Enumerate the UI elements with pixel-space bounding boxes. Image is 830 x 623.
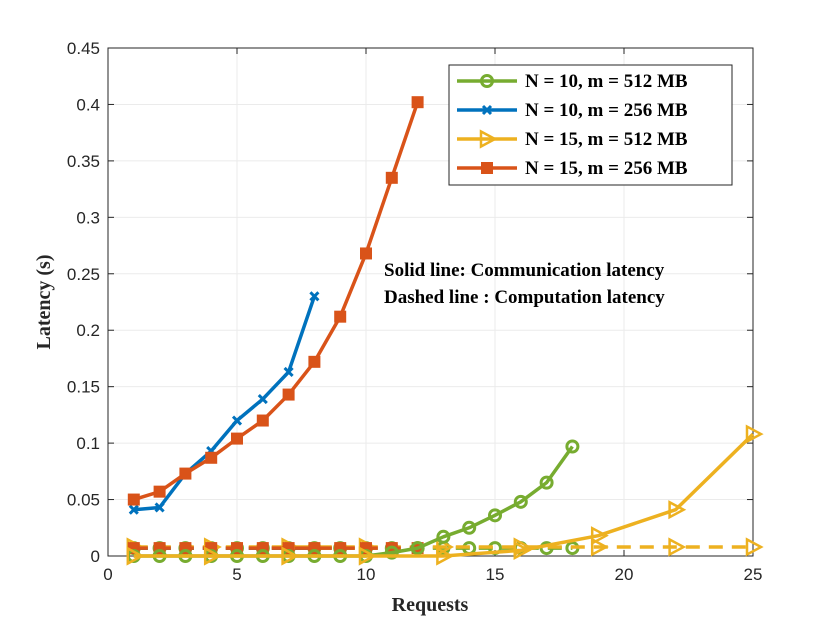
data-point-n15-256-communication bbox=[385, 171, 398, 184]
y-tick-label: 0.4 bbox=[76, 95, 100, 114]
data-point-n15-512-communication bbox=[590, 526, 609, 546]
data-point-n15-256-communication bbox=[256, 414, 269, 427]
data-point-n10-256-communication bbox=[283, 366, 294, 378]
data-point-n15-256-communication bbox=[205, 451, 218, 464]
data-point-n15-256-communication bbox=[360, 247, 372, 260]
legend-label-n15-512: N = 15, m = 512 MB bbox=[525, 129, 688, 150]
y-tick-label: 0.35 bbox=[67, 152, 100, 171]
data-point-n10-512-communication bbox=[488, 508, 502, 523]
data-point-n15-256-communication bbox=[334, 310, 347, 323]
data-point-n15-512-computation bbox=[745, 537, 764, 557]
data-point-n15-256-communication bbox=[282, 388, 295, 401]
legend-label-n10-512: N = 10, m = 512 MB bbox=[525, 71, 688, 92]
data-point-n10-256-communication bbox=[154, 502, 165, 513]
legend-entries bbox=[457, 74, 517, 174]
y-tick-label: 0.45 bbox=[67, 39, 100, 58]
legend-marker-n10-256 bbox=[481, 104, 493, 116]
data-point-n10-256-communication bbox=[231, 415, 243, 426]
data-point-n15-256-computation bbox=[308, 542, 321, 555]
data-point-n15-256-computation bbox=[334, 542, 347, 555]
legend-marker-n15-512 bbox=[479, 129, 498, 149]
data-point-n10-512-communication bbox=[513, 494, 528, 509]
data-point-n15-512-communication bbox=[281, 546, 300, 566]
series-n15-512-communication bbox=[126, 424, 764, 566]
x-tick-label: 25 bbox=[744, 565, 763, 584]
legend-marker-n15-256 bbox=[481, 162, 493, 174]
x-tick-label: 20 bbox=[615, 565, 634, 584]
data-point-n15-512-communication bbox=[203, 546, 222, 566]
data-point-n15-512-communication bbox=[745, 424, 764, 444]
legend-label-n15-256: N = 15, m = 256 MB bbox=[525, 158, 688, 179]
series-n15-256-communication bbox=[127, 96, 424, 506]
y-axis-title: Latency (s) bbox=[33, 255, 55, 350]
data-point-n15-256-communication bbox=[308, 355, 321, 368]
y-tick-label: 0.1 bbox=[76, 434, 100, 453]
y-tick-label: 0 bbox=[91, 547, 100, 566]
data-point-n15-256-computation bbox=[256, 542, 269, 555]
data-point-n15-256-computation bbox=[231, 542, 243, 555]
y-tick-label: 0.25 bbox=[67, 265, 100, 284]
x-tick-label: 0 bbox=[103, 565, 112, 584]
grid bbox=[107, 47, 754, 557]
data-point-n10-512-communication bbox=[410, 541, 425, 556]
data-point-n10-512-communication bbox=[384, 545, 399, 560]
data-point-n15-512-communication bbox=[513, 540, 532, 560]
data-point-n15-256-communication bbox=[231, 432, 243, 445]
y-tick-label: 0.2 bbox=[76, 321, 100, 340]
x-tick-label: 15 bbox=[486, 565, 505, 584]
legend: N = 10, m = 512 MB N = 10, m = 256 MB N … bbox=[448, 64, 733, 186]
series-line-n10-256-communication bbox=[133, 295, 317, 512]
series-layer bbox=[126, 96, 764, 566]
data-point-n10-512-communication bbox=[565, 439, 580, 454]
data-point-n15-256-communication bbox=[127, 493, 140, 506]
data-point-n15-512-communication bbox=[668, 500, 687, 520]
data-point-n10-512-communication bbox=[436, 529, 451, 544]
data-point-n15-512-communication bbox=[126, 546, 145, 566]
data-point-n15-256-computation bbox=[179, 542, 192, 555]
data-point-n10-512-communication bbox=[462, 520, 477, 535]
data-point-n15-256-communication bbox=[411, 96, 424, 109]
legend-box bbox=[448, 64, 733, 186]
annotation-solid-line: Solid line: Communication latency bbox=[384, 260, 665, 281]
data-point-n15-512-computation bbox=[668, 537, 687, 557]
x-axis-title: Requests bbox=[392, 594, 469, 616]
data-point-n10-256-communication bbox=[309, 291, 320, 302]
series-line-n15-512-communication bbox=[133, 432, 755, 558]
data-point-n15-256-communication bbox=[153, 485, 166, 498]
y-tick-label: 0.05 bbox=[67, 491, 100, 510]
x-tick-label: 10 bbox=[357, 565, 376, 584]
data-point-n15-512-communication bbox=[358, 546, 377, 566]
legend-marker-n10-512 bbox=[480, 74, 494, 88]
data-point-n10-256-communication bbox=[128, 504, 139, 515]
data-point-n15-512-communication bbox=[436, 546, 455, 566]
data-point-n15-512-computation bbox=[590, 537, 609, 557]
data-point-n10-512-communication bbox=[539, 475, 554, 490]
data-point-n10-256-communication bbox=[257, 394, 268, 405]
annotation-dashed-line: Dashed line : Computation latency bbox=[384, 287, 665, 308]
legend-label-n10-256: N = 10, m = 256 MB bbox=[525, 100, 688, 121]
y-tick-label: 0.3 bbox=[76, 208, 100, 227]
data-point-n15-256-communication bbox=[179, 467, 192, 480]
y-tick-label: 0.15 bbox=[67, 378, 100, 397]
x-tick-label: 5 bbox=[232, 565, 241, 584]
data-point-n15-256-computation bbox=[153, 542, 166, 555]
